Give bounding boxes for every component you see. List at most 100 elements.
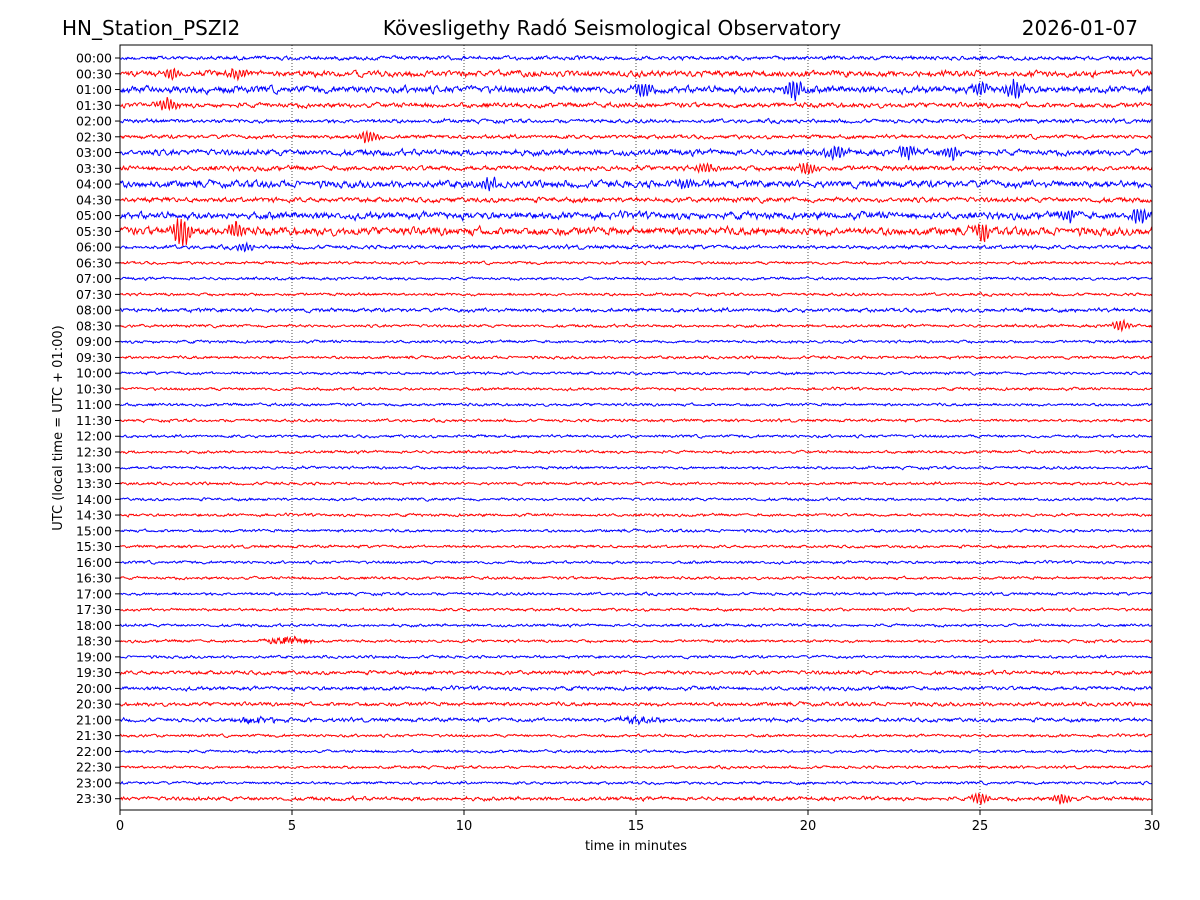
trace-1130 xyxy=(119,417,1153,424)
chart-date: 2026-01-07 xyxy=(1021,16,1138,40)
trace-0030 xyxy=(119,67,1152,82)
trace-2130 xyxy=(119,732,1153,739)
y-tick-label: 05:30 xyxy=(76,224,112,239)
x-tick-labels: 0 5 10 15 20 25 30 xyxy=(116,810,1160,834)
y-tick-label: 16:00 xyxy=(76,555,112,570)
trace-2000 xyxy=(119,684,1153,693)
trace-1430 xyxy=(119,512,1153,518)
trace-1300 xyxy=(119,465,1153,471)
chart-title: Kövesligethy Radó Seismological Observat… xyxy=(382,16,842,40)
trace-1500 xyxy=(119,528,1153,534)
y-tick-label: 16:30 xyxy=(76,571,112,586)
y-tick-label: 05:00 xyxy=(76,208,112,223)
y-tick-label: 12:00 xyxy=(76,429,112,444)
y-tick-label: 06:00 xyxy=(76,240,112,255)
trace-1930 xyxy=(119,669,1153,676)
trace-0630 xyxy=(119,260,1153,266)
trace-0230 xyxy=(119,129,1153,144)
y-tick-label: 03:00 xyxy=(76,145,112,160)
x-tick-label: 0 xyxy=(116,819,124,834)
vertical-grid xyxy=(291,45,981,810)
trace-1030 xyxy=(119,386,1153,392)
trace-0900 xyxy=(119,339,1153,345)
trace-1600 xyxy=(119,559,1153,566)
y-tick-label: 07:30 xyxy=(76,287,112,302)
y-tick-label: 04:30 xyxy=(76,192,112,207)
y-tick-label: 22:30 xyxy=(76,760,112,775)
y-tick-label: 14:30 xyxy=(76,508,112,523)
y-tick-label: 00:00 xyxy=(76,51,112,66)
trace-0430 xyxy=(119,196,1153,204)
trace-2200 xyxy=(119,748,1153,754)
y-tick-labels: 00:0000:3001:0001:3002:0002:3003:0003:30… xyxy=(76,51,120,806)
y-tick-label: 10:30 xyxy=(76,381,112,396)
y-tick-label: 21:00 xyxy=(76,712,112,727)
y-tick-label: 15:00 xyxy=(76,523,112,538)
trace-1530 xyxy=(119,543,1153,549)
y-tick-label: 17:30 xyxy=(76,602,112,617)
y-tick-label: 07:00 xyxy=(76,271,112,286)
y-tick-label: 21:30 xyxy=(76,728,112,743)
trace-1230 xyxy=(120,449,1153,455)
trace-0930 xyxy=(119,354,1153,361)
y-tick-label: 20:00 xyxy=(76,681,112,696)
trace-0400 xyxy=(119,176,1153,192)
trace-0300 xyxy=(119,145,1153,162)
y-tick-label: 22:00 xyxy=(76,744,112,759)
x-tick-label: 25 xyxy=(972,819,989,834)
trace-0000 xyxy=(119,54,1153,62)
station-name: HN_Station_PSZI2 xyxy=(62,16,241,40)
trace-1330 xyxy=(119,480,1153,487)
trace-0330 xyxy=(119,161,1153,175)
trace-2100 xyxy=(119,714,1153,726)
trace-1100 xyxy=(120,402,1153,407)
y-tick-label: 19:30 xyxy=(76,665,112,680)
x-tick-label: 30 xyxy=(1144,819,1161,834)
trace-group xyxy=(119,54,1153,805)
x-axis-label: time in minutes xyxy=(585,839,687,854)
y-tick-label: 00:30 xyxy=(76,66,112,81)
y-tick-label: 20:30 xyxy=(76,697,112,712)
trace-1200 xyxy=(119,433,1153,439)
trace-0830 xyxy=(119,318,1153,333)
y-tick-label: 04:00 xyxy=(76,177,112,192)
y-tick-label: 15:30 xyxy=(76,539,112,554)
trace-2330 xyxy=(119,792,1153,805)
trace-1700 xyxy=(119,591,1153,597)
x-tick-label: 5 xyxy=(288,819,296,834)
trace-0100 xyxy=(119,78,1153,102)
y-tick-label: 11:30 xyxy=(76,413,112,428)
trace-0530 xyxy=(119,218,1153,246)
y-tick-label: 03:30 xyxy=(76,161,112,176)
trace-1900 xyxy=(119,654,1153,660)
trace-0700 xyxy=(119,276,1153,282)
y-tick-label: 23:30 xyxy=(76,791,112,806)
x-tick-label: 15 xyxy=(628,819,645,834)
trace-0130 xyxy=(119,96,1153,112)
trace-1630 xyxy=(119,575,1153,581)
y-tick-label: 08:00 xyxy=(76,303,112,318)
y-tick-label: 13:30 xyxy=(76,476,112,491)
trace-1000 xyxy=(120,370,1153,376)
trace-1730 xyxy=(119,607,1153,613)
trace-1400 xyxy=(119,496,1153,502)
y-tick-label: 12:30 xyxy=(76,445,112,460)
y-tick-label: 08:30 xyxy=(76,318,112,333)
trace-2300 xyxy=(119,780,1153,786)
trace-0800 xyxy=(119,306,1153,314)
y-tick-label: 01:00 xyxy=(76,82,112,97)
trace-0600 xyxy=(119,241,1153,253)
y-tick-label: 17:00 xyxy=(76,586,112,601)
y-tick-label: 02:30 xyxy=(76,129,112,144)
trace-2230 xyxy=(119,764,1153,770)
trace-0500 xyxy=(119,207,1153,224)
y-tick-label: 18:00 xyxy=(76,618,112,633)
y-tick-label: 09:30 xyxy=(76,350,112,365)
y-tick-label: 06:30 xyxy=(76,255,112,270)
y-tick-label: 10:00 xyxy=(76,366,112,381)
y-tick-label: 19:00 xyxy=(76,649,112,664)
y-axis-label: UTC (local time = UTC + 01:00) xyxy=(51,325,66,530)
y-tick-label: 18:30 xyxy=(76,634,112,649)
trace-1800 xyxy=(119,622,1153,628)
